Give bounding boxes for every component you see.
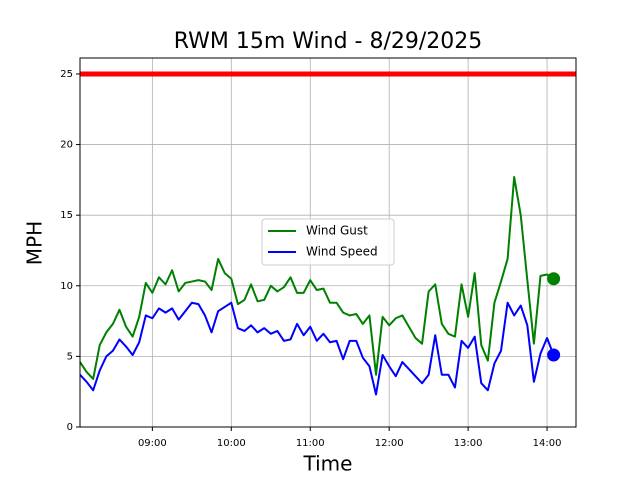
legend: Wind Gust Wind Speed	[261, 218, 395, 266]
legend-label: Wind Speed	[306, 245, 378, 259]
x-tick-label: 14:00	[533, 438, 562, 449]
series-line	[79, 301, 555, 396]
last-point-marker	[547, 272, 561, 286]
y-tick-label: 0	[67, 422, 73, 433]
x-tick-label: 09:00	[138, 438, 167, 449]
y-tick-label: 25	[60, 69, 73, 80]
y-tick-label: 10	[60, 281, 73, 292]
chart-title: RWM 15m Wind - 8/29/2025	[174, 29, 483, 54]
last-point-marker	[547, 348, 561, 362]
x-tick-label: 12:00	[375, 438, 404, 449]
x-tick-label: 10:00	[217, 438, 246, 449]
plot-frame	[79, 57, 577, 428]
x-axis-label: Time	[303, 452, 353, 476]
legend-label: Wind Gust	[306, 224, 368, 238]
series-line	[79, 176, 555, 380]
y-axis-label: MPH	[23, 221, 47, 265]
x-tick-label: 13:00	[454, 438, 483, 449]
y-tick-label: 5	[67, 351, 73, 362]
y-tick-label: 20	[60, 140, 73, 151]
x-tick-label: 11:00	[296, 438, 325, 449]
y-tick-label: 15	[60, 210, 73, 221]
